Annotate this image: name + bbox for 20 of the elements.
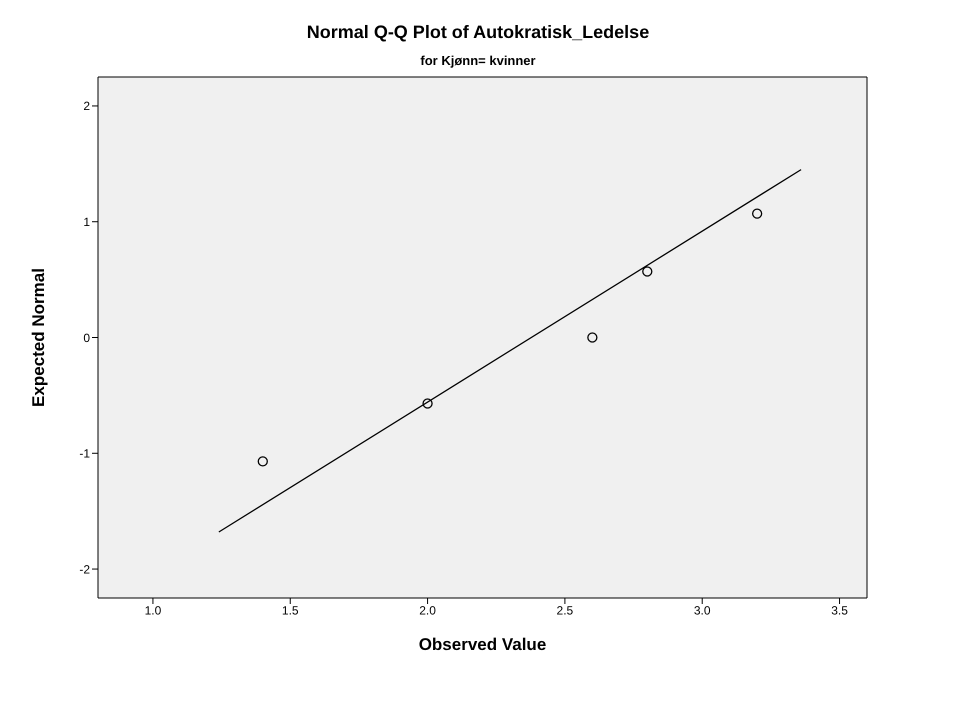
y-tick-label: 1 <box>83 214 90 229</box>
chart-title: Normal Q-Q Plot of Autokratisk_Ledelse <box>306 21 650 43</box>
y-tick-label: 0 <box>83 330 90 345</box>
y-axis-title: Expected Normal <box>29 268 48 407</box>
chart-subtitle: for Kjønn= kvinner <box>419 53 537 68</box>
x-tick-label: 1.5 <box>282 604 299 618</box>
x-tick-label: 2.5 <box>556 604 574 618</box>
point <box>422 398 433 409</box>
point <box>642 266 652 277</box>
point <box>752 208 762 219</box>
x-tick-label: 3.0 <box>694 604 711 618</box>
point <box>258 456 268 467</box>
y-tick-label: -2 <box>79 562 90 576</box>
x-tick-label: 2.0 <box>419 604 436 618</box>
y-tick-label: 2 <box>83 99 90 114</box>
x-tick-label: 1.0 <box>144 604 162 618</box>
y-tick-label: -1 <box>79 446 90 461</box>
x-tick-label: 3.5 <box>831 604 848 618</box>
x-axis-title: Observed Value <box>418 635 546 654</box>
point <box>587 332 598 343</box>
